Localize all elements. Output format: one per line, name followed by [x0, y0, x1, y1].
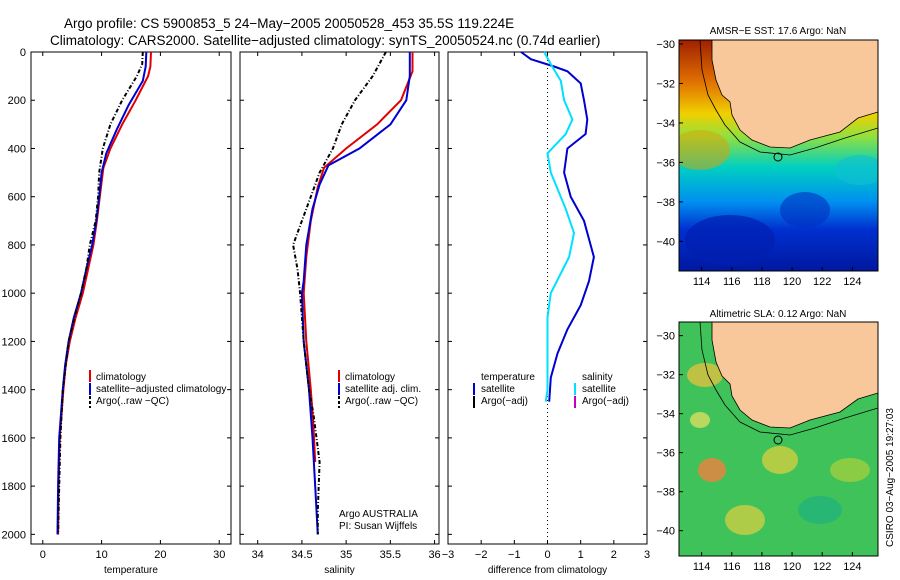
- timestamp-stamp: CSIRO 03−Aug−2005 19:27:03: [885, 408, 896, 547]
- map-x-tick-label: 124: [843, 276, 861, 288]
- difference-legend-temperature: temperature: [481, 372, 535, 383]
- difference-legend-temp-satellite: satellite: [481, 384, 515, 395]
- x-axis-label: salinity: [324, 565, 355, 576]
- map-x-tick-label: 116: [723, 276, 741, 288]
- x-tick-label: 34: [252, 549, 264, 561]
- map-y-tick-label: −40: [656, 526, 675, 538]
- map-y-tick-label: −30: [656, 331, 675, 343]
- y-tick-label: 1400: [2, 385, 26, 397]
- map-x-tick-label: 120: [783, 561, 801, 573]
- map-x-tick-label: 118: [753, 276, 771, 288]
- x-tick-label: 35: [340, 549, 352, 561]
- series-line-satellite-adjusted-climatology: [56, 51, 148, 535]
- salinity-legend-argo: Argo(..raw −QC): [345, 396, 418, 407]
- y-tick-label: 400: [8, 143, 26, 155]
- map-y-tick-label: −38: [656, 197, 675, 209]
- sst-float-position: [773, 152, 783, 162]
- map-x-tick-label: 114: [693, 276, 711, 288]
- y-tick-label: 800: [8, 240, 26, 252]
- map-x-tick-label: 124: [843, 561, 861, 573]
- y-tick-label: 0: [20, 47, 26, 59]
- credit-line-1: Argo AUSTRALIA: [339, 509, 418, 520]
- x-tick-label: 2: [611, 549, 617, 561]
- map-x-tick-label: 114: [693, 561, 711, 573]
- difference-legend: temperature satellite Argo(−adj) salinit…: [473, 372, 629, 408]
- map-x-tick-label: 122: [813, 561, 831, 573]
- sla-shelf-contour: [699, 322, 878, 436]
- temperature-legend: climatology satellite−adjusted climatolo…: [89, 370, 226, 408]
- map-y-tick-label: −36: [656, 448, 675, 460]
- difference-legend-temp-argo: Argo(−adj): [481, 396, 528, 407]
- sla-land: [711, 322, 878, 429]
- map-y-tick-label: −40: [656, 236, 675, 248]
- salinity-legend-satellite: satellite adj. clim.: [345, 384, 421, 395]
- y-tick-label: 1000: [2, 288, 26, 300]
- credit-line-2: PI: Susan Wijffels: [339, 521, 417, 532]
- map-y-tick-label: −34: [656, 409, 675, 421]
- x-tick-label: −1: [508, 549, 521, 561]
- map-x-tick-label: 122: [813, 276, 831, 288]
- y-tick-label: 1200: [2, 336, 26, 348]
- series-line-argo-raw-qc-: [57, 51, 144, 535]
- x-tick-label: 1: [578, 549, 584, 561]
- temperature-legend-climatology: climatology: [96, 372, 146, 383]
- x-tick-label: 0: [544, 549, 550, 561]
- x-axis-label: temperature: [104, 565, 158, 576]
- map-y-tick-label: −32: [656, 78, 675, 90]
- figure-title: Argo profile: CS 5900853_5 24−May−2005 2…: [64, 16, 514, 31]
- y-tick-label: 1600: [2, 433, 26, 445]
- map-y-tick-label: −36: [656, 157, 675, 169]
- series-line-salinity: [543, 51, 576, 402]
- difference-panel: [447, 51, 648, 545]
- x-tick-label: 10: [95, 549, 107, 561]
- map-y-tick-label: −32: [656, 370, 675, 382]
- x-tick-label: 36: [428, 549, 440, 561]
- map-x-tick-label: 118: [753, 561, 771, 573]
- map-y-tick-label: −38: [656, 487, 675, 499]
- temperature-panel: [30, 51, 232, 545]
- difference-legend-sal-satellite: satellite: [582, 384, 616, 395]
- sst-land: [711, 40, 878, 149]
- series-line-satellite-adj-clim-: [300, 52, 411, 535]
- x-tick-label: 3: [644, 549, 650, 561]
- x-tick-label: −3: [442, 549, 455, 561]
- sla-map-title: Altimetric SLA: 0.12 Argo: NaN: [710, 309, 847, 320]
- map-x-tick-label: 120: [783, 276, 801, 288]
- sst-map-title: AMSR−E SST: 17.6 Argo: NaN: [710, 26, 846, 37]
- salinity-panel: [239, 51, 440, 545]
- x-axis-label: difference from climatology: [488, 565, 607, 576]
- map-y-tick-label: −30: [656, 39, 675, 51]
- series-line-argo-raw-qc-: [292, 51, 387, 535]
- difference-legend-sal-argo: Argo(−adj): [582, 396, 629, 407]
- x-tick-label: 34.5: [291, 549, 312, 561]
- x-tick-label: 0: [40, 549, 46, 561]
- sst-map: AMSR−E SST: 17.6 Argo: NaN: [678, 26, 879, 272]
- y-tick-label: 2000: [2, 529, 26, 541]
- temperature-legend-satellite: satellite−adjusted climatology: [96, 384, 226, 395]
- figure-subtitle: Climatology: CARS2000. Satellite−adjuste…: [50, 33, 600, 48]
- map-y-tick-label: −34: [656, 118, 675, 130]
- series-line-climatology: [57, 51, 152, 535]
- salinity-legend: climatology satellite adj. clim. Argo(..…: [338, 370, 421, 408]
- sst-shelf-contour: [699, 40, 878, 156]
- temperature-legend-argo: Argo(..raw −QC): [96, 396, 169, 407]
- x-tick-label: 35.5: [380, 549, 401, 561]
- y-tick-label: 1800: [2, 481, 26, 493]
- sla-float-position: [773, 435, 783, 445]
- x-tick-label: 30: [213, 549, 225, 561]
- salinity-legend-climatology: climatology: [345, 372, 395, 383]
- x-tick-label: −2: [475, 549, 488, 561]
- difference-legend-salinity: salinity: [582, 372, 613, 383]
- x-tick-label: 20: [154, 549, 166, 561]
- y-tick-label: 600: [8, 192, 26, 204]
- series-line-temperature: [520, 51, 595, 402]
- map-x-tick-label: 116: [723, 561, 741, 573]
- y-tick-label: 200: [8, 95, 26, 107]
- sla-map: Altimetric SLA: 0.12 Argo: NaN: [678, 309, 879, 557]
